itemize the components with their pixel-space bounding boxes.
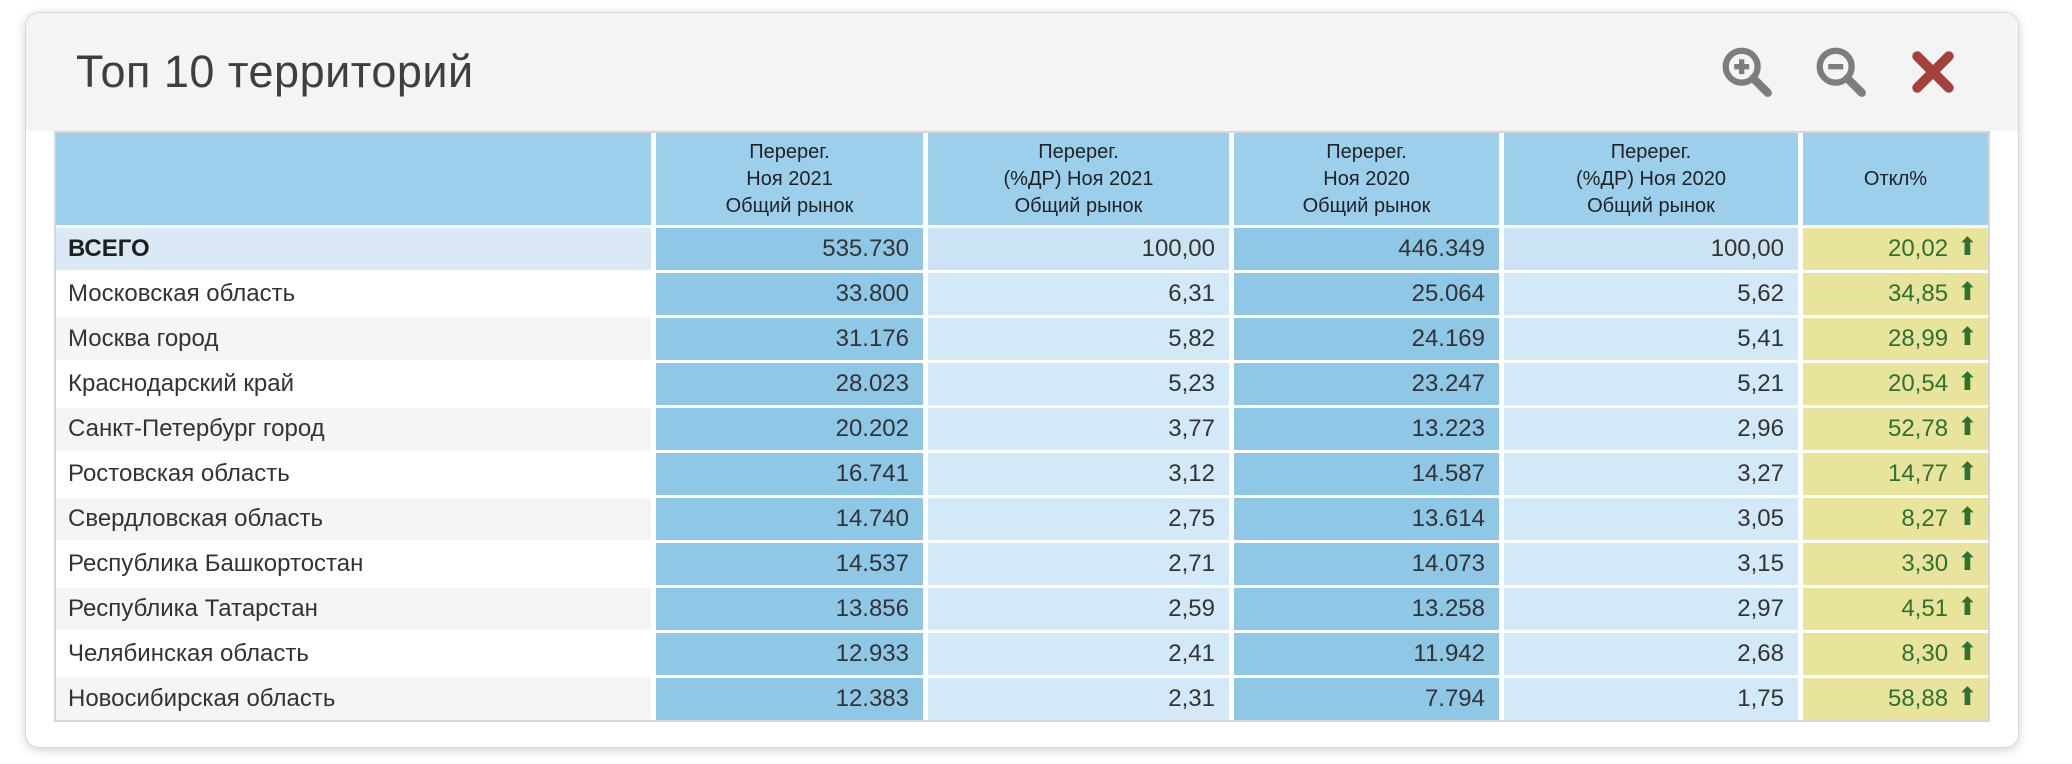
deviation-cell: 3,30 ⬆: [1803, 543, 1988, 585]
top-territories-panel: Топ 10 территорий Перерег.: [25, 12, 2019, 748]
territory-cell[interactable]: Челябинская область: [56, 633, 651, 675]
value-cell: 3,77: [928, 408, 1229, 450]
up-arrow-icon: ⬆: [1957, 638, 1978, 666]
value-cell: 2,41: [928, 633, 1229, 675]
value-cell: 13.614: [1234, 498, 1499, 540]
territory-cell[interactable]: Свердловская область: [56, 498, 651, 540]
value-cell: 1,75: [1504, 678, 1798, 720]
territory-cell[interactable]: ВСЕГО: [56, 228, 651, 270]
column-header[interactable]: Перерег. Ноя 2021 Общий рынок: [656, 133, 923, 225]
value-cell: 5,82: [928, 318, 1229, 360]
territory-cell[interactable]: Москва город: [56, 318, 651, 360]
deviation-cell: 14,77 ⬆: [1803, 453, 1988, 495]
value-cell: 535.730: [656, 228, 923, 270]
panel-toolbar: [1718, 43, 1960, 101]
value-cell: 3,12: [928, 453, 1229, 495]
value-cell: 2,96: [1504, 408, 1798, 450]
value-cell: 12.383: [656, 678, 923, 720]
value-cell: 5,23: [928, 363, 1229, 405]
value-cell: 11.942: [1234, 633, 1499, 675]
up-arrow-icon: ⬆: [1957, 458, 1978, 486]
value-cell: 100,00: [928, 228, 1229, 270]
territory-cell[interactable]: Московская область: [56, 273, 651, 315]
value-cell: 3,15: [1504, 543, 1798, 585]
value-cell: 24.169: [1234, 318, 1499, 360]
deviation-cell: 58,88 ⬆: [1803, 678, 1988, 720]
up-arrow-icon: ⬆: [1957, 278, 1978, 306]
value-cell: 2,68: [1504, 633, 1798, 675]
value-cell: 12.933: [656, 633, 923, 675]
value-cell: 2,71: [928, 543, 1229, 585]
value-cell: 14.073: [1234, 543, 1499, 585]
close-icon[interactable]: [1906, 45, 1960, 99]
column-header[interactable]: Перерег. (%ДР) Ноя 2020 Общий рынок: [1504, 133, 1798, 225]
value-cell: 14.587: [1234, 453, 1499, 495]
deviation-cell: 20,54 ⬆: [1803, 363, 1988, 405]
value-cell: 13.223: [1234, 408, 1499, 450]
up-arrow-icon: ⬆: [1957, 368, 1978, 396]
territories-table: Перерег. Ноя 2021 Общий рынок Перерег. (…: [54, 131, 1990, 722]
value-cell: 28.023: [656, 363, 923, 405]
value-cell: 6,31: [928, 273, 1229, 315]
value-cell: 2,97: [1504, 588, 1798, 630]
territory-cell[interactable]: Республика Татарстан: [56, 588, 651, 630]
value-cell: 23.247: [1234, 363, 1499, 405]
value-cell: 100,00: [1504, 228, 1798, 270]
zoom-out-icon[interactable]: [1812, 43, 1870, 101]
deviation-cell: 34,85 ⬆: [1803, 273, 1988, 315]
value-cell: 7.794: [1234, 678, 1499, 720]
panel-header: Топ 10 территорий: [26, 13, 2018, 131]
value-cell: 25.064: [1234, 273, 1499, 315]
territory-cell[interactable]: Республика Башкортостан: [56, 543, 651, 585]
value-cell: 16.741: [656, 453, 923, 495]
column-header-territory[interactable]: [56, 133, 651, 225]
value-cell: 13.258: [1234, 588, 1499, 630]
value-cell: 5,21: [1504, 363, 1798, 405]
value-cell: 2,75: [928, 498, 1229, 540]
up-arrow-icon: ⬆: [1957, 503, 1978, 531]
up-arrow-icon: ⬆: [1957, 548, 1978, 576]
value-cell: 3,27: [1504, 453, 1798, 495]
deviation-cell: 4,51 ⬆: [1803, 588, 1988, 630]
zoom-in-icon[interactable]: [1718, 43, 1776, 101]
value-cell: 20.202: [656, 408, 923, 450]
up-arrow-icon: ⬆: [1957, 593, 1978, 621]
up-arrow-icon: ⬆: [1957, 683, 1978, 711]
deviation-cell: 8,30 ⬆: [1803, 633, 1988, 675]
deviation-cell: 8,27 ⬆: [1803, 498, 1988, 540]
value-cell: 14.740: [656, 498, 923, 540]
value-cell: 2,31: [928, 678, 1229, 720]
column-header[interactable]: Перерег. Ноя 2020 Общий рынок: [1234, 133, 1499, 225]
value-cell: 31.176: [656, 318, 923, 360]
column-header-deviation[interactable]: Откл%: [1803, 133, 1988, 225]
value-cell: 2,59: [928, 588, 1229, 630]
deviation-cell: 52,78 ⬆: [1803, 408, 1988, 450]
deviation-cell: 28,99 ⬆: [1803, 318, 1988, 360]
value-cell: 446.349: [1234, 228, 1499, 270]
up-arrow-icon: ⬆: [1957, 323, 1978, 351]
page-title: Топ 10 территорий: [76, 46, 474, 97]
territory-cell[interactable]: Новосибирская область: [56, 678, 651, 720]
territory-cell[interactable]: Ростовская область: [56, 453, 651, 495]
column-header[interactable]: Перерег. (%ДР) Ноя 2021 Общий рынок: [928, 133, 1229, 225]
value-cell: 14.537: [656, 543, 923, 585]
up-arrow-icon: ⬆: [1957, 413, 1978, 441]
deviation-cell: 20,02 ⬆: [1803, 228, 1988, 270]
value-cell: 5,62: [1504, 273, 1798, 315]
up-arrow-icon: ⬆: [1957, 233, 1978, 261]
territory-cell[interactable]: Краснодарский край: [56, 363, 651, 405]
territory-cell[interactable]: Санкт-Петербург город: [56, 408, 651, 450]
value-cell: 5,41: [1504, 318, 1798, 360]
value-cell: 3,05: [1504, 498, 1798, 540]
value-cell: 33.800: [656, 273, 923, 315]
value-cell: 13.856: [656, 588, 923, 630]
